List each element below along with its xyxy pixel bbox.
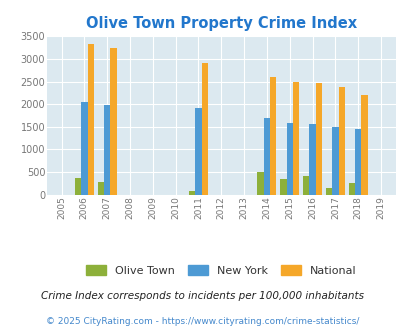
Bar: [360, 95, 367, 195]
Bar: [257, 172, 263, 195]
Bar: [292, 82, 298, 195]
Bar: [188, 191, 195, 195]
Bar: [81, 102, 87, 195]
Bar: [75, 178, 81, 195]
Bar: [279, 179, 286, 195]
Bar: [263, 118, 269, 195]
Bar: [97, 182, 104, 195]
Bar: [201, 63, 207, 195]
Bar: [348, 183, 354, 195]
Text: © 2025 CityRating.com - https://www.cityrating.com/crime-statistics/: © 2025 CityRating.com - https://www.city…: [46, 317, 359, 326]
Text: Crime Index corresponds to incidents per 100,000 inhabitants: Crime Index corresponds to incidents per…: [41, 291, 364, 301]
Legend: Olive Town, New York, National: Olive Town, New York, National: [81, 260, 360, 280]
Bar: [354, 129, 360, 195]
Bar: [87, 44, 94, 195]
Bar: [331, 127, 338, 195]
Bar: [110, 48, 117, 195]
Bar: [104, 105, 110, 195]
Bar: [302, 176, 309, 195]
Bar: [315, 83, 321, 195]
Bar: [286, 123, 292, 195]
Bar: [309, 124, 315, 195]
Bar: [325, 188, 331, 195]
Bar: [269, 78, 276, 195]
Bar: [195, 108, 201, 195]
Title: Olive Town Property Crime Index: Olive Town Property Crime Index: [85, 16, 356, 31]
Bar: [338, 87, 344, 195]
